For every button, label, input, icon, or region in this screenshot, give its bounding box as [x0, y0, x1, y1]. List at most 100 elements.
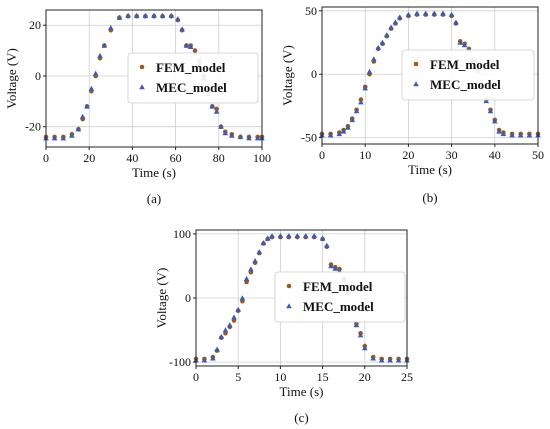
- data-point: [370, 355, 376, 361]
- data-point: [517, 132, 524, 138]
- data-point: [227, 322, 233, 328]
- data-point: [440, 10, 446, 16]
- y-tick-label: 0: [311, 67, 317, 81]
- data-point: [168, 12, 175, 18]
- legend: FEM_model MEC_model: [401, 49, 535, 101]
- data-point: [392, 19, 399, 25]
- data-point: [84, 103, 90, 109]
- data-point: [319, 235, 326, 241]
- data-point: [397, 14, 403, 20]
- legend: FEM_model MEC_model: [127, 52, 259, 104]
- data-point: [358, 99, 364, 105]
- x-tick-label: 0: [193, 370, 199, 384]
- legend-box: [127, 52, 259, 104]
- legend-marker: [286, 303, 292, 309]
- data-point: [254, 135, 261, 141]
- data-point: [431, 10, 438, 16]
- x-axis-label: Time (s): [280, 384, 324, 399]
- data-point: [327, 132, 334, 138]
- data-point: [256, 249, 263, 255]
- data-point: [151, 12, 157, 18]
- data-point: [286, 233, 292, 238]
- data-point: [345, 124, 351, 130]
- data-point: [252, 258, 258, 263]
- data-point: [116, 14, 123, 20]
- data-point: [405, 11, 412, 17]
- legend-marker: [286, 283, 292, 289]
- data-point: [362, 345, 368, 351]
- data-point: [108, 25, 114, 30]
- x-tick-label: 15: [317, 370, 329, 384]
- data-point: [222, 130, 229, 136]
- x-tick-label: 60: [170, 151, 182, 165]
- data-point: [51, 135, 58, 141]
- data-point: [453, 19, 459, 25]
- data-point: [371, 56, 377, 62]
- x-tick-label: 5: [235, 370, 241, 384]
- data-point: [353, 108, 360, 114]
- data-point: [500, 131, 507, 137]
- data-point: [210, 355, 216, 361]
- data-point: [246, 135, 252, 141]
- data-point: [187, 44, 194, 49]
- data-point: [125, 12, 131, 18]
- data-point: [294, 233, 301, 238]
- data-point: [88, 85, 95, 91]
- data-point: [384, 32, 390, 38]
- legend-entry: FEM_model: [303, 279, 373, 294]
- data-point: [133, 12, 140, 18]
- legend-marker: [139, 84, 145, 90]
- data-point: [448, 11, 455, 17]
- data-point: [201, 357, 208, 363]
- data-point: [237, 134, 244, 140]
- data-point: [60, 135, 67, 141]
- data-point: [248, 266, 254, 272]
- data-point: [183, 42, 190, 48]
- data-point: [414, 10, 420, 16]
- data-point: [175, 16, 181, 22]
- data-point: [142, 12, 149, 18]
- data-point: [487, 108, 494, 114]
- data-point: [79, 113, 86, 119]
- legend-entry: MEC_model: [430, 77, 501, 92]
- panel-label: (a): [147, 191, 161, 206]
- data-point: [336, 131, 343, 137]
- data-point: [239, 295, 246, 301]
- x-tick-label: 50: [532, 148, 544, 162]
- data-point: [379, 39, 386, 45]
- x-tick-label: 10: [274, 370, 286, 384]
- data-point: [349, 117, 355, 123]
- y-tick-label: 0: [35, 69, 41, 83]
- x-tick-label: 20: [402, 148, 414, 162]
- data-point: [243, 276, 250, 281]
- x-tick-label: 10: [359, 148, 371, 162]
- data-point: [311, 233, 317, 238]
- data-point: [492, 118, 498, 124]
- data-point: [366, 68, 373, 74]
- x-tick-label: 20: [359, 370, 371, 384]
- x-tick-label: 30: [446, 148, 458, 162]
- x-axis-label: Time (s): [132, 165, 176, 180]
- x-tick-label: 20: [83, 151, 95, 165]
- data-point: [92, 70, 99, 76]
- x-tick-label: 40: [126, 151, 138, 165]
- x-tick-label: 40: [489, 148, 501, 162]
- data-point: [179, 26, 185, 32]
- panel-label: (c): [294, 410, 308, 425]
- x-tick-label: 0: [319, 148, 325, 162]
- data-point: [328, 263, 334, 269]
- data-point: [209, 103, 216, 109]
- y-axis-label: Voltage (V): [154, 268, 169, 329]
- y-tick-label: 100: [173, 227, 191, 241]
- plot-frame: [45, 9, 263, 148]
- data-point: [218, 333, 225, 339]
- legend-box: [401, 49, 535, 101]
- y-axis-label: Voltage (V): [280, 45, 295, 106]
- y-axis-label: Voltage (V): [4, 48, 19, 109]
- data-point: [277, 233, 284, 238]
- x-tick-label: 80: [213, 151, 225, 165]
- data-point: [483, 98, 489, 104]
